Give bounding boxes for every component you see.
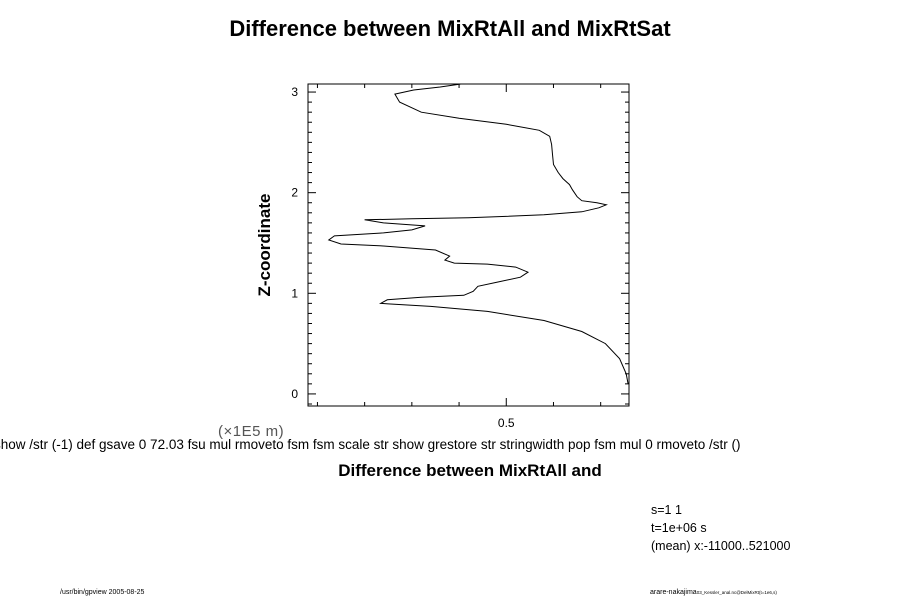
info-line-1: s=1 1 xyxy=(651,503,682,517)
chart-title: Difference between MixRtAll and MixRtSat xyxy=(229,16,671,41)
y-tick-label: 3 xyxy=(291,85,298,99)
info-line-3: (mean) x:-11000..521000 xyxy=(651,539,791,553)
y-tick-label: 2 xyxy=(291,186,298,200)
y-tick-label: 1 xyxy=(291,286,298,300)
overflow-postscript-text: show /str (-1) def gsave 0 72.03 fsu mul… xyxy=(0,437,741,452)
footer-command: /usr/bin/gpview 2005-08-25 xyxy=(60,589,145,596)
x-tick-label: 0.5 xyxy=(498,416,515,430)
y-axis-label: Z-coordinate xyxy=(255,194,274,297)
footer-source-file: 03_Kessler_anal.nc@DelMixRt(t=1e6,s) xyxy=(696,590,777,595)
plot-frame xyxy=(307,83,630,407)
y-tick-label: 0 xyxy=(291,387,298,401)
x-axis-units: (×1E5 m) xyxy=(218,423,285,440)
x-axis-label: Difference between MixRtAll and xyxy=(338,461,602,480)
footer-source-main: arare-nakajima xyxy=(650,589,697,596)
series-line xyxy=(327,83,629,384)
footer-source: arare-nakajima03_Kessler_anal.nc@DelMixR… xyxy=(650,589,777,596)
info-line-2: t=1e+06 s xyxy=(651,521,707,535)
